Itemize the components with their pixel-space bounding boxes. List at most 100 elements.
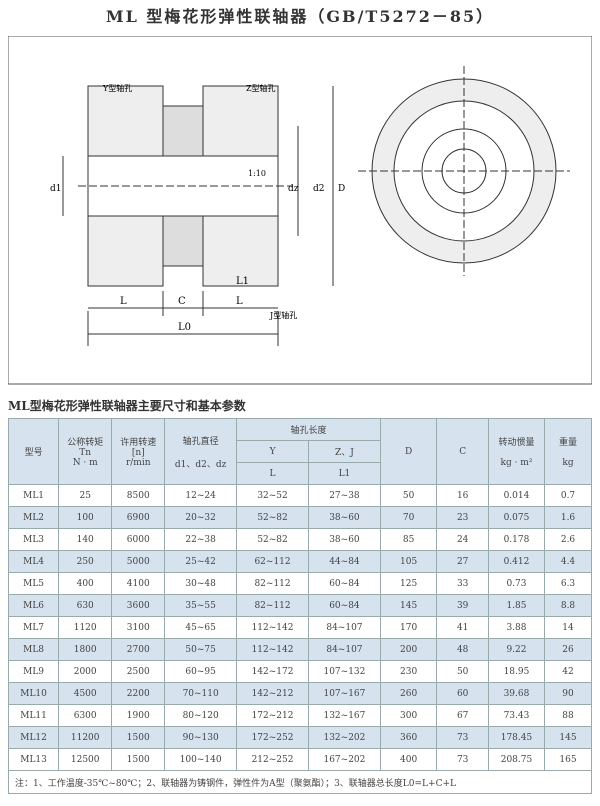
table-cell: 212~252 [236,748,309,771]
table-cell: 25 [58,484,113,507]
table-cell: 38~60 [307,506,381,529]
table-cell: 11200 [58,726,113,749]
table-row: ML10 4500 2200 70~110 142~212 107~167 260 60 39.… [7,682,592,705]
table-cell: 35~55 [164,594,238,617]
table-cell: 142~212 [236,682,309,705]
table-cell: 6000 [111,528,166,551]
table-cell: 26 [544,638,592,661]
table-cell: 73 [436,748,489,771]
table-cell: 44~84 [307,550,381,573]
table-cell: ML7 [7,616,60,639]
table-cell: 2000 [58,660,113,683]
table-cell: 70 [379,506,438,529]
table-cell: 73 [436,726,489,749]
table-cell: 82~112 [236,572,309,595]
table-cell: ML12 [7,726,60,749]
table-cell: 80~120 [164,704,238,727]
table-row: ML7 1120 3100 45~65 112~142 84~107 170 41 3.88 14 [7,616,592,639]
table-cell: 142~172 [236,660,309,683]
table-cell: 3100 [111,616,166,639]
L0-label: L0 [178,322,191,333]
table-cell: 48 [436,638,489,661]
table-cell: 12~24 [164,484,238,507]
table-cell: 39.68 [487,682,546,705]
header-C: C [436,418,489,485]
header-torque: 公称转矩 Tn N · m [58,418,113,485]
header-speed: 许用转速 [n] r/min [111,418,166,485]
header-zj: Z、J [307,440,381,463]
table-cell: 172~252 [236,726,309,749]
table-cell: 90 [544,682,592,705]
table-cell: 250 [58,550,113,573]
table-cell: 630 [58,594,113,617]
table-cell: 400 [379,748,438,771]
table-cell: ML9 [7,660,60,683]
table-cell: 1500 [111,726,166,749]
table-cell: 0.7 [544,484,592,507]
table-cell: 32~52 [236,484,309,507]
z-hole-label: Z型轴孔 [246,83,276,93]
table-cell: 6300 [58,704,113,727]
table-cell: 5000 [111,550,166,573]
table-cell: ML11 [7,704,60,727]
table-cell: 4500 [58,682,113,705]
table-cell: 60~84 [307,594,381,617]
table-cell: 6900 [111,506,166,529]
table-cell: 112~142 [236,638,309,661]
table-cell: 300 [379,704,438,727]
header-zj-sym: L1 [307,462,381,485]
page-title: ML 型梅花形弹性联轴器（GB/T5272－85） [105,7,495,26]
C-label: C [178,296,186,307]
table-cell: 4.4 [544,550,592,573]
table-cell: ML1 [7,484,60,507]
table-cell: 208.75 [487,748,546,771]
taper-label: 1:10 [248,169,266,178]
table-row: ML4 250 5000 25~42 62~112 44~84 105 27 0.412 4.4 [7,550,592,573]
table-cell: 45~65 [164,616,238,639]
table-cell: 2700 [111,638,166,661]
coupling-drawing: Y型轴孔 Z型轴孔 1:10 J型轴孔 d1 dz d2 D L C L L1 … [8,36,592,385]
header-y-sym: L [236,462,309,485]
L-label-left: L [120,296,127,307]
D-label: D [338,184,345,194]
j-hole-label: J型轴孔 [269,310,297,320]
table-cell: 1800 [58,638,113,661]
table-cell: 42 [544,660,592,683]
table-cell: ML3 [7,528,60,551]
table-cell: 88 [544,704,592,727]
d1-label: d1 [50,184,62,194]
table-cell: ML13 [7,748,60,771]
table-cell: 107~132 [307,660,381,683]
table-cell: 25~42 [164,550,238,573]
table-cell: 39 [436,594,489,617]
table-cell: ML10 [7,682,60,705]
table-cell: 0.014 [487,484,546,507]
table-cell: 107~167 [307,682,381,705]
table-cell: 85 [379,528,438,551]
end-view [358,66,570,276]
table-cell: 23 [436,506,489,529]
table-cell: 3.88 [487,616,546,639]
table-cell: 24 [436,528,489,551]
table-cell: 9.22 [487,638,546,661]
table-cell: 1.85 [487,594,546,617]
table-cell: 6.3 [544,572,592,595]
header-bore: 轴孔直径 d1、d2、dz [164,418,238,485]
table-cell: 132~202 [307,726,381,749]
table-cell: 1900 [111,704,166,727]
table-cell: 2200 [111,682,166,705]
table-cell: 67 [436,704,489,727]
table-cell: 145 [544,726,592,749]
table-row: ML1 25 8500 12~24 32~52 27~38 50 16 0.014 0.7 [7,484,592,507]
table-title: ML型梅花形弹性联轴器主要尺寸和基本参数 [8,399,246,413]
table-cell: ML4 [7,550,60,573]
table-cell: ML6 [7,594,60,617]
table-cell: 52~82 [236,506,309,529]
table-cell: 178.45 [487,726,546,749]
table-cell: 0.73 [487,572,546,595]
table-cell: 90~130 [164,726,238,749]
table-cell: 125 [379,572,438,595]
table-cell: 27~38 [307,484,381,507]
table-cell: 73.43 [487,704,546,727]
table-cell: 100 [58,506,113,529]
